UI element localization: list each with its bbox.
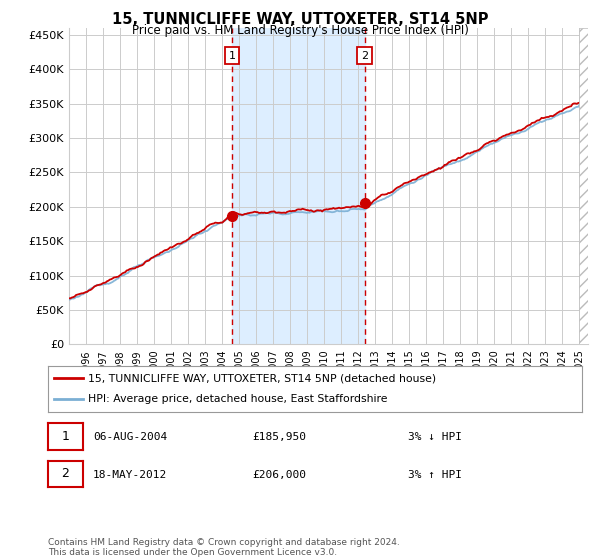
- Text: £206,000: £206,000: [252, 470, 306, 480]
- Bar: [232, 28, 365, 344]
- Text: 2: 2: [61, 468, 70, 480]
- Bar: [580, 28, 588, 344]
- Text: 06-AUG-2004: 06-AUG-2004: [93, 432, 167, 442]
- Text: 1: 1: [61, 430, 70, 443]
- Text: 2: 2: [361, 50, 368, 60]
- Text: Price paid vs. HM Land Registry's House Price Index (HPI): Price paid vs. HM Land Registry's House …: [131, 24, 469, 37]
- Text: 18-MAY-2012: 18-MAY-2012: [93, 470, 167, 480]
- Text: 3% ↓ HPI: 3% ↓ HPI: [408, 432, 462, 442]
- Text: 15, TUNNICLIFFE WAY, UTTOXETER, ST14 5NP: 15, TUNNICLIFFE WAY, UTTOXETER, ST14 5NP: [112, 12, 488, 27]
- Text: 3% ↑ HPI: 3% ↑ HPI: [408, 470, 462, 480]
- Text: 1: 1: [229, 50, 236, 60]
- Text: 15, TUNNICLIFFE WAY, UTTOXETER, ST14 5NP (detached house): 15, TUNNICLIFFE WAY, UTTOXETER, ST14 5NP…: [88, 373, 436, 383]
- Text: £185,950: £185,950: [252, 432, 306, 442]
- Text: HPI: Average price, detached house, East Staffordshire: HPI: Average price, detached house, East…: [88, 394, 388, 404]
- Text: Contains HM Land Registry data © Crown copyright and database right 2024.
This d: Contains HM Land Registry data © Crown c…: [48, 538, 400, 557]
